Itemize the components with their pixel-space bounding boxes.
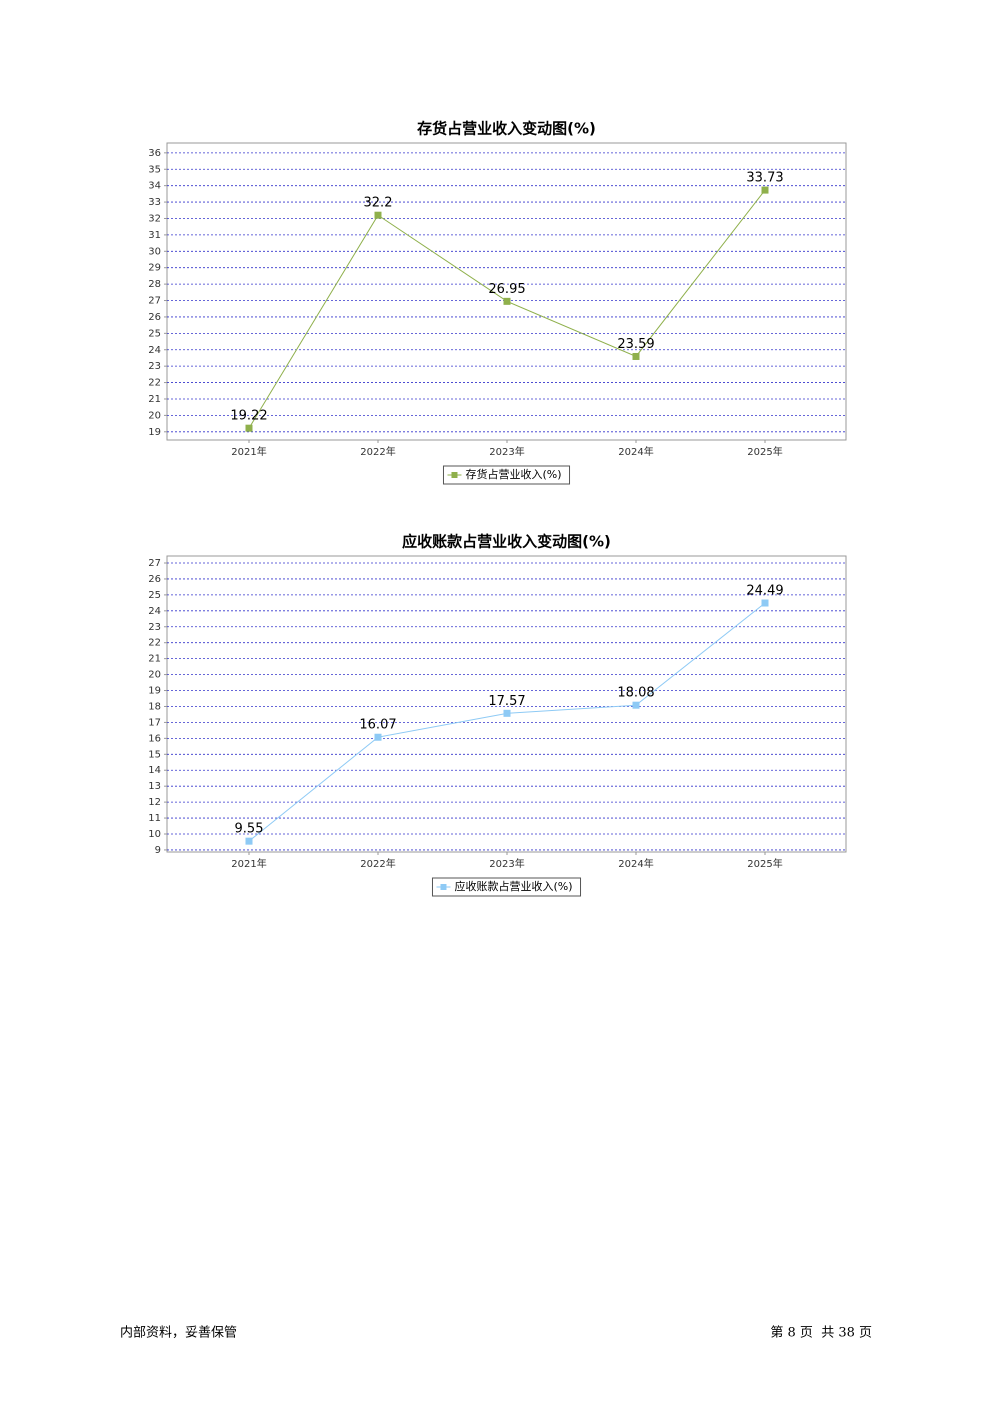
data-point xyxy=(503,297,511,305)
legend-label: 存货占营业收入(%) xyxy=(465,467,561,481)
y-tick-label: 20 xyxy=(148,670,161,681)
y-tick-label: 31 xyxy=(148,230,161,241)
x-tick-label: 2024年 xyxy=(618,857,653,870)
data-point xyxy=(374,733,382,741)
y-tick-label: 24 xyxy=(148,345,161,356)
y-tick-label: 22 xyxy=(148,378,161,389)
x-tick-label: 2021年 xyxy=(231,857,266,870)
data-label: 24.49 xyxy=(746,584,783,599)
y-tick-label: 28 xyxy=(148,279,161,290)
y-tick-label: 26 xyxy=(148,312,161,323)
y-tick-label: 17 xyxy=(148,717,161,728)
legend-label: 应收账款占营业收入(%) xyxy=(454,879,572,893)
y-tick-label: 10 xyxy=(148,829,161,840)
data-label: 23.59 xyxy=(617,337,654,352)
legend-box xyxy=(431,877,582,897)
chart-title: 应收账款占营业收入变动图(%) xyxy=(402,533,611,551)
x-tick-label: 2025年 xyxy=(747,857,782,870)
data-point xyxy=(245,837,253,845)
footer-right: 第 8 页 共 38 页 xyxy=(770,1326,872,1341)
y-tick-label: 16 xyxy=(148,733,161,744)
data-point xyxy=(632,701,640,709)
y-tick-label: 33 xyxy=(148,197,161,208)
data-point xyxy=(374,211,382,219)
y-tick-label: 11 xyxy=(148,813,161,824)
data-label: 18.08 xyxy=(617,686,654,701)
y-tick-label: 21 xyxy=(148,654,161,665)
y-tick-label: 12 xyxy=(148,797,161,808)
y-tick-label: 24 xyxy=(148,606,161,617)
x-tick-label: 2023年 xyxy=(489,857,524,870)
y-tick-label: 35 xyxy=(148,164,161,175)
y-tick-label: 18 xyxy=(148,701,161,712)
y-tick-label: 23 xyxy=(148,361,161,372)
y-tick-label: 20 xyxy=(148,410,161,421)
data-point xyxy=(632,352,640,360)
y-tick-label: 21 xyxy=(148,394,161,405)
y-tick-label: 30 xyxy=(148,246,161,257)
x-tick-label: 2025年 xyxy=(747,445,782,458)
plot-area xyxy=(166,142,847,441)
y-tick-label: 19 xyxy=(148,427,161,438)
data-label: 26.95 xyxy=(488,282,525,297)
y-tick-label: 22 xyxy=(148,638,161,649)
y-tick-label: 23 xyxy=(148,622,161,633)
x-tick-label: 2022年 xyxy=(360,857,395,870)
y-tick-label: 13 xyxy=(148,781,161,792)
y-tick-label: 36 xyxy=(148,148,161,159)
legend-marker xyxy=(440,884,447,890)
chart-title: 存货占营业收入变动图(%) xyxy=(417,120,596,138)
data-point xyxy=(761,186,769,194)
data-label: 9.55 xyxy=(235,822,264,837)
data-point xyxy=(503,709,511,717)
legend-marker xyxy=(451,472,458,478)
y-tick-label: 14 xyxy=(148,765,161,776)
y-tick-label: 19 xyxy=(148,686,161,697)
data-label: 33.73 xyxy=(746,171,783,186)
x-tick-label: 2024年 xyxy=(618,445,653,458)
data-label: 32.2 xyxy=(364,196,393,211)
y-tick-label: 26 xyxy=(148,574,161,585)
y-tick-label: 29 xyxy=(148,263,161,274)
data-label: 17.57 xyxy=(488,694,525,709)
x-tick-label: 2021年 xyxy=(231,445,266,458)
legend-box xyxy=(442,465,571,485)
data-label: 19.22 xyxy=(230,409,267,424)
y-tick-label: 27 xyxy=(148,558,161,569)
footer-left: 内部资料，妥善保管 xyxy=(120,1325,237,1341)
y-tick-label: 32 xyxy=(148,213,161,224)
plot-area xyxy=(166,555,847,853)
y-tick-label: 27 xyxy=(148,296,161,307)
y-tick-label: 25 xyxy=(148,590,161,601)
x-tick-label: 2022年 xyxy=(360,445,395,458)
data-point xyxy=(761,599,769,607)
data-label: 16.07 xyxy=(359,718,396,733)
y-tick-label: 9 xyxy=(155,845,161,856)
y-tick-label: 15 xyxy=(148,749,161,760)
y-tick-label: 34 xyxy=(148,181,161,192)
data-point xyxy=(245,424,253,432)
x-tick-label: 2023年 xyxy=(489,445,524,458)
y-tick-label: 25 xyxy=(148,328,161,339)
